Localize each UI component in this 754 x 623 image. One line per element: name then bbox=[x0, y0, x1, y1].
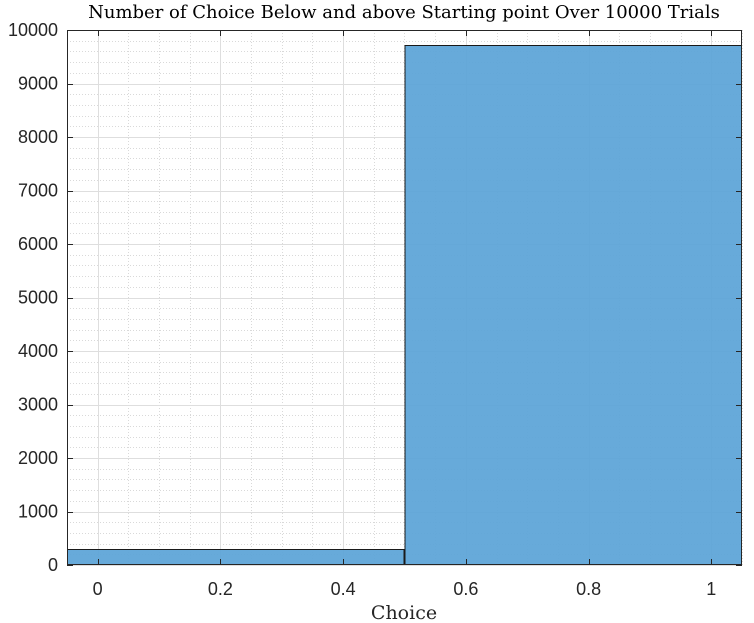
y-tick-label: 5000 bbox=[18, 288, 58, 308]
histogram-bar-edge bbox=[404, 45, 742, 565]
chart-title: Number of Choice Below and above Startin… bbox=[88, 2, 720, 23]
histogram-bar bbox=[67, 549, 405, 565]
y-tick-label: 10000 bbox=[8, 20, 58, 40]
plot-frame bbox=[67, 30, 742, 565]
x-axis-label: Choice bbox=[371, 602, 437, 623]
x-tick-label: 0 bbox=[93, 579, 103, 599]
x-tick-label: 1 bbox=[706, 579, 716, 599]
x-tick-label: 0.6 bbox=[453, 579, 478, 599]
y-tick-label: 4000 bbox=[18, 341, 58, 361]
y-tick-label: 0 bbox=[48, 555, 58, 575]
y-tick-label: 2000 bbox=[18, 448, 58, 468]
y-tick-label: 1000 bbox=[18, 502, 58, 522]
x-tick-label: 0.8 bbox=[576, 579, 601, 599]
x-tick-label: 0.2 bbox=[208, 579, 233, 599]
y-tick-label: 6000 bbox=[18, 234, 58, 254]
y-tick-label: 9000 bbox=[18, 74, 58, 94]
x-tick-label: 0.4 bbox=[331, 579, 356, 599]
y-tick-labels: 0 1000 2000 3000 4000 5000 6000 7000 8000 9000 100… bbox=[8, 20, 58, 575]
y-tick-label: 8000 bbox=[18, 127, 58, 147]
x-tick-labels: 0 0.2 0.4 0.6 0.8 1 bbox=[93, 579, 717, 599]
histogram-bar bbox=[404, 45, 742, 565]
y-tick-label: 7000 bbox=[18, 181, 58, 201]
ticks bbox=[67, 30, 742, 566]
histogram-bar-edge bbox=[67, 548, 405, 565]
bars bbox=[67, 45, 742, 565]
y-tick-label: 3000 bbox=[18, 395, 58, 415]
